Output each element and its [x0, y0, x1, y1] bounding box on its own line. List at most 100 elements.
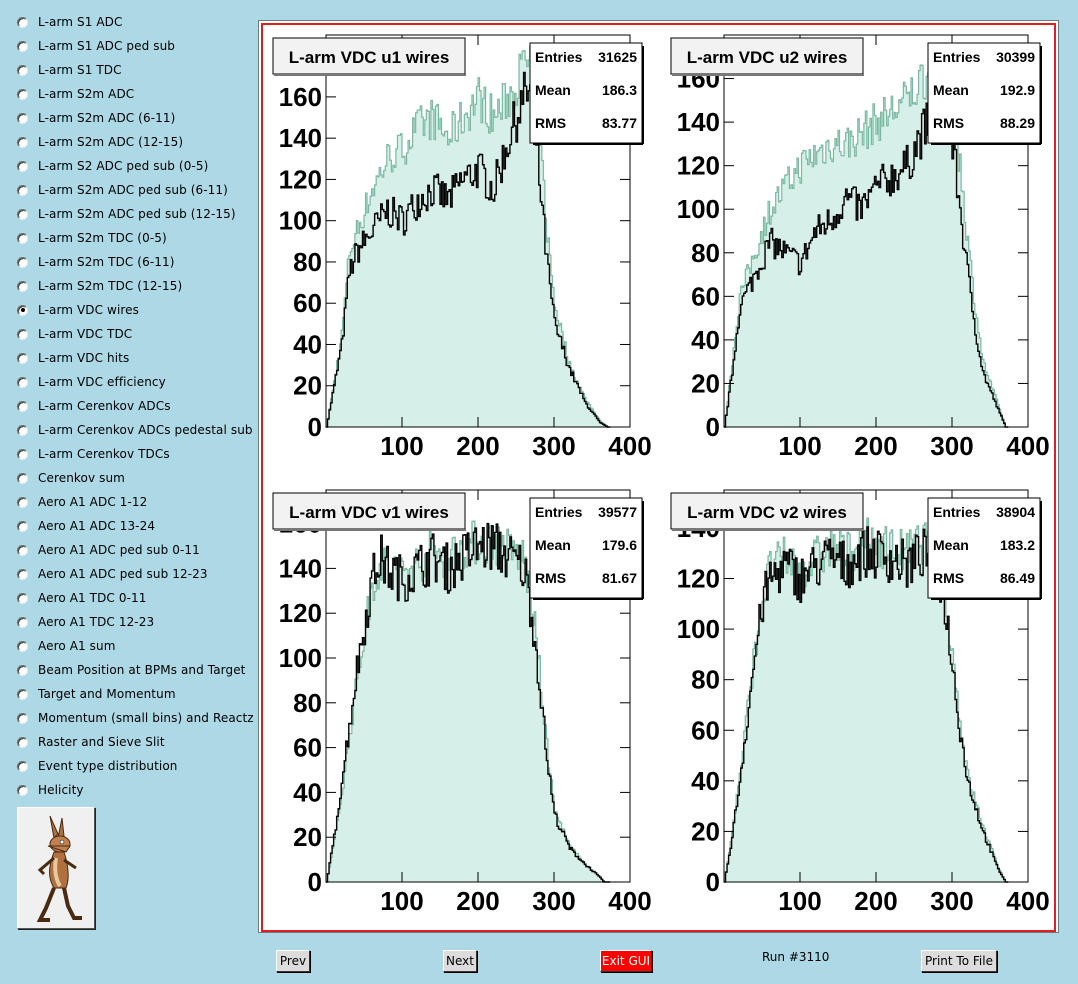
y-tick-label: 100: [677, 614, 720, 644]
radio-button[interactable]: [17, 712, 28, 724]
y-tick-label: 60: [691, 281, 720, 311]
radio-item[interactable]: L-arm S2m TDC (6-11): [17, 252, 175, 272]
radio-button[interactable]: [17, 352, 28, 364]
radio-button[interactable]: [17, 448, 28, 460]
radio-label: L-arm VDC efficiency: [38, 375, 166, 389]
stats-label: Mean: [535, 537, 571, 553]
radio-item[interactable]: Aero A1 ADC 13-24: [17, 516, 155, 536]
y-tick-label: 120: [677, 564, 720, 594]
y-tick-label: 40: [293, 777, 322, 807]
stats-label: Entries: [535, 49, 583, 65]
radio-item[interactable]: Aero A1 ADC ped sub 12-23: [17, 564, 208, 584]
radio-button[interactable]: [17, 424, 28, 436]
radio-button[interactable]: [17, 688, 28, 700]
radio-button[interactable]: [17, 760, 28, 772]
x-tick-label: 200: [854, 431, 897, 461]
radio-item[interactable]: L-arm VDC wires: [17, 300, 139, 320]
radio-button[interactable]: [17, 208, 28, 220]
radio-button[interactable]: [17, 88, 28, 100]
radio-button[interactable]: [17, 16, 28, 28]
radio-button[interactable]: [17, 616, 28, 628]
run-number-label: Run #3110: [762, 950, 830, 964]
radio-button[interactable]: [17, 784, 28, 796]
radio-item[interactable]: L-arm S2m ADC: [17, 84, 134, 104]
radio-item[interactable]: L-arm S1 TDC: [17, 60, 122, 80]
x-tick-label: 100: [778, 886, 821, 916]
radio-item[interactable]: Aero A1 ADC ped sub 0-11: [17, 540, 200, 560]
radio-item[interactable]: L-arm Cerenkov TDCs: [17, 444, 170, 464]
stats-label: Mean: [933, 82, 969, 98]
radio-button[interactable]: [17, 64, 28, 76]
radio-item[interactable]: L-arm S2m ADC ped sub (12-15): [17, 204, 236, 224]
y-tick-label: 60: [293, 733, 322, 763]
radio-button[interactable]: [17, 664, 28, 676]
y-tick-label: 80: [293, 688, 322, 718]
radio-label: Aero A1 ADC ped sub 0-11: [38, 543, 200, 557]
radio-item[interactable]: Cerenkov sum: [17, 468, 125, 488]
radio-item[interactable]: L-arm S1 ADC: [17, 12, 122, 32]
radio-button[interactable]: [17, 376, 28, 388]
radio-item[interactable]: L-arm S2m TDC (0-5): [17, 228, 167, 248]
radio-item[interactable]: Event type distribution: [17, 756, 178, 776]
radio-item[interactable]: L-arm S1 ADC ped sub: [17, 36, 175, 56]
radio-button[interactable]: [17, 496, 28, 508]
next-button[interactable]: Next: [443, 950, 477, 972]
radio-item[interactable]: L-arm VDC TDC: [17, 324, 132, 344]
radio-button[interactable]: [17, 640, 28, 652]
radio-button[interactable]: [17, 544, 28, 556]
radio-label: L-arm S2m ADC ped sub (6-11): [38, 183, 228, 197]
radio-button[interactable]: [17, 328, 28, 340]
radio-button[interactable]: [17, 40, 28, 52]
radio-button[interactable]: [17, 112, 28, 124]
radio-button[interactable]: [17, 592, 28, 604]
radio-item[interactable]: L-arm S2m ADC ped sub (6-11): [17, 180, 228, 200]
radio-item[interactable]: L-arm Cerenkov ADCs pedestal sub: [17, 420, 253, 440]
radio-button[interactable]: [17, 256, 28, 268]
x-tick-label: 300: [930, 886, 973, 916]
radio-item[interactable]: Target and Momentum: [17, 684, 176, 704]
radio-button[interactable]: [17, 736, 28, 748]
radio-item[interactable]: L-arm S2m TDC (12-15): [17, 276, 182, 296]
stats-value: 88.29: [1000, 115, 1035, 131]
radio-item[interactable]: Aero A1 ADC 1-12: [17, 492, 147, 512]
prev-button[interactable]: Prev: [276, 950, 310, 972]
radio-button[interactable]: [17, 160, 28, 172]
stats-frame: [927, 497, 1041, 599]
radio-button[interactable]: [17, 184, 28, 196]
stats-frame: [927, 42, 1041, 144]
radio-item[interactable]: L-arm S2 ADC ped sub (0-5): [17, 156, 208, 176]
histogram-canvas[interactable]: 020406080100120140160180100200300400L-ar…: [261, 23, 1056, 932]
radio-item[interactable]: Aero A1 TDC 12-23: [17, 612, 154, 632]
radio-button[interactable]: [17, 136, 28, 148]
radio-item[interactable]: Aero A1 sum: [17, 636, 116, 656]
radio-button[interactable]: [17, 400, 28, 412]
radio-item[interactable]: Helicity: [17, 780, 84, 800]
radio-button[interactable]: [17, 568, 28, 580]
radio-item[interactable]: Momentum (small bins) and Reactz: [17, 708, 254, 728]
radio-button[interactable]: [17, 520, 28, 532]
title-text: L-arm VDC u2 wires: [687, 48, 848, 67]
stats-frame: [529, 497, 643, 599]
y-tick-label: 20: [691, 816, 720, 846]
print-to-file-button[interactable]: Print To File: [921, 950, 997, 972]
radio-item[interactable]: Raster and Sieve Slit: [17, 732, 165, 752]
radio-button[interactable]: [17, 472, 28, 484]
radio-button[interactable]: [17, 232, 28, 244]
radio-label: L-arm S2m TDC (0-5): [38, 231, 167, 245]
stats-value: 183.2: [1000, 537, 1035, 553]
radio-item[interactable]: L-arm S2m ADC (12-15): [17, 132, 183, 152]
y-tick-label: 80: [691, 238, 720, 268]
radio-item[interactable]: L-arm VDC hits: [17, 348, 129, 368]
radio-item[interactable]: L-arm VDC efficiency: [17, 372, 166, 392]
stats-box: Entries 31625 Mean 186.3 RMS 83.77: [529, 42, 644, 145]
radio-item[interactable]: L-arm S2m ADC (6-11): [17, 108, 175, 128]
radio-button[interactable]: [17, 280, 28, 292]
exit-gui-button[interactable]: Exit GUI: [600, 950, 652, 972]
radio-item[interactable]: L-arm Cerenkov ADCs: [17, 396, 171, 416]
radio-button-checked[interactable]: [17, 304, 28, 316]
x-tick-label: 100: [380, 886, 423, 916]
radio-item[interactable]: Aero A1 TDC 0-11: [17, 588, 146, 608]
radio-item[interactable]: Beam Position at BPMs and Target: [17, 660, 246, 680]
radio-label: L-arm S1 TDC: [38, 63, 122, 77]
